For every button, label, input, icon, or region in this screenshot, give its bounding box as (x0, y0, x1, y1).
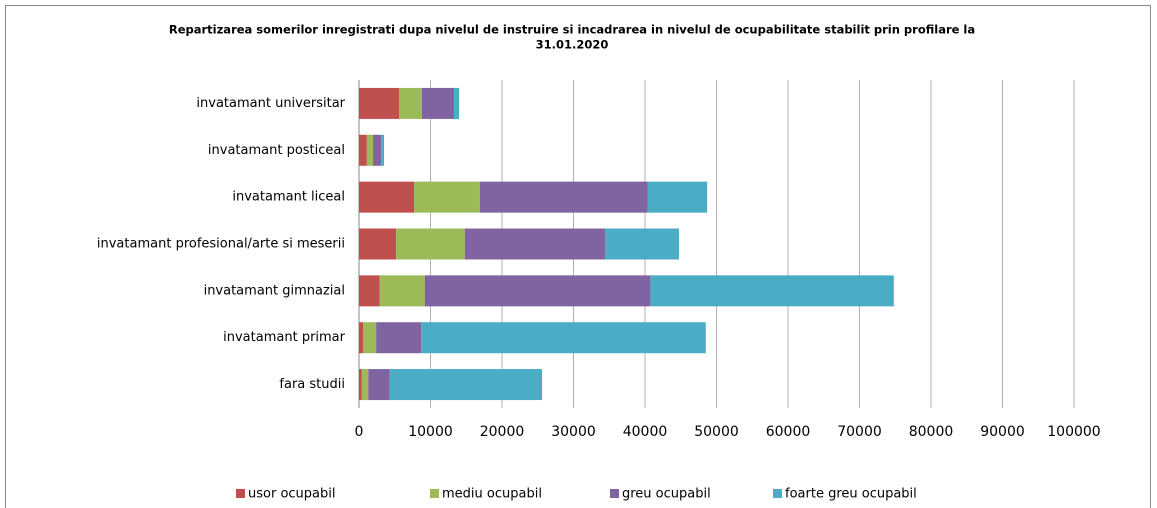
y-tick-label: fara studii (279, 377, 345, 392)
chart-title: Repartizarea somerilor inregistrati dupa… (169, 23, 975, 37)
bar-segment (424, 275, 651, 307)
x-tick-label: 30000 (551, 424, 596, 440)
x-tick-label: 60000 (766, 424, 811, 440)
x-tick-label: 100000 (1047, 424, 1100, 440)
bar-segment (368, 369, 390, 401)
y-tick-label: invatamant posticeal (208, 143, 345, 158)
x-tick-label: 80000 (909, 424, 954, 440)
bar-segment (479, 181, 648, 213)
bar-segment (359, 134, 367, 166)
y-tick-label: invatamant primar (223, 330, 346, 345)
x-tick-label: 10000 (408, 424, 453, 440)
bar-segment (454, 87, 460, 119)
bar-segment (372, 134, 382, 166)
bar-segment (396, 228, 465, 260)
legend-swatch (773, 489, 782, 498)
bar-segment (414, 181, 480, 213)
bar-segment (359, 181, 415, 213)
chart-border (5, 5, 1151, 508)
x-tick-label: 20000 (480, 424, 525, 440)
chart-title: 31.01.2020 (536, 38, 609, 52)
bar-segment (366, 134, 373, 166)
y-tick-label: invatamant universitar (196, 96, 345, 111)
legend-label: greu ocupabil (622, 487, 711, 502)
legend-label: usor ocupabil (248, 487, 335, 502)
y-tick-label: invatamant liceal (232, 190, 345, 205)
bar-segment (379, 275, 425, 307)
legend-label: foarte greu ocupabil (785, 487, 917, 502)
bar-segment (421, 322, 706, 354)
x-tick-label: 70000 (837, 424, 882, 440)
bar-segment (421, 87, 455, 119)
legend-swatch (610, 489, 619, 498)
bar-segment (389, 369, 543, 401)
y-tick-label: invatamant profesional/arte si meserii (97, 237, 345, 252)
bar-segment (361, 369, 369, 401)
x-tick-label: 0 (355, 424, 364, 440)
bar-segment (359, 87, 400, 119)
bar-segment (399, 87, 422, 119)
bar-segment (363, 322, 377, 354)
x-tick-label: 90000 (980, 424, 1025, 440)
bar-segment (650, 275, 894, 307)
bar-segment (381, 134, 385, 166)
legend-swatch (236, 489, 245, 498)
bar-segment (376, 322, 422, 354)
bar-segment (359, 228, 397, 260)
legend-swatch (430, 489, 439, 498)
bar-segment (464, 228, 605, 260)
y-tick-label: invatamant gimnazial (204, 283, 345, 298)
x-tick-label: 40000 (623, 424, 668, 440)
legend-label: mediu ocupabil (442, 487, 542, 502)
bar-segment (359, 275, 380, 307)
bar-segment (604, 228, 679, 260)
bar-segment (359, 322, 364, 354)
x-tick-label: 50000 (694, 424, 739, 440)
bar-segment (359, 369, 362, 401)
bar-segment (647, 181, 708, 213)
